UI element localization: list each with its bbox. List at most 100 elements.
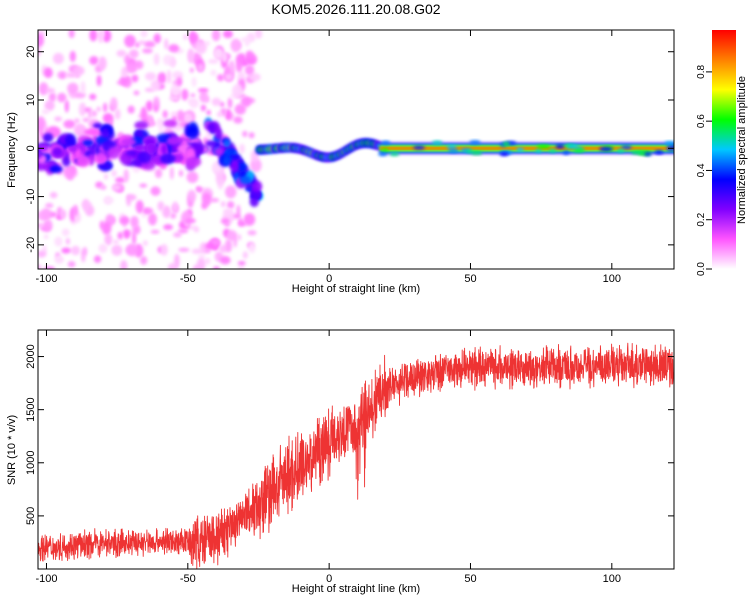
branch-blob <box>251 180 263 193</box>
colorbar-tick-label: 0.6 <box>696 114 707 128</box>
spectrogram-ytick-label: 20 <box>25 46 37 58</box>
band-blob <box>125 149 138 157</box>
tone-speckle <box>566 144 579 149</box>
band-blob <box>185 147 196 159</box>
band-blob <box>61 155 71 167</box>
noise-speckle <box>123 169 129 183</box>
noise-speckle <box>41 207 52 221</box>
noise-speckle <box>140 255 148 265</box>
noise-speckle <box>61 247 71 254</box>
colorbar-tick-label: 0.4 <box>696 163 707 177</box>
noise-speckle <box>198 253 206 260</box>
noise-speckle <box>168 95 180 102</box>
noise-speckle <box>227 97 233 109</box>
chart-title: KOM5.2026.111.20.08.G02 <box>271 1 440 17</box>
noise-speckle <box>216 111 223 118</box>
noise-speckle <box>240 37 252 43</box>
noise-speckle <box>250 158 262 173</box>
noise-speckle <box>116 49 127 57</box>
noise-speckle <box>201 192 212 206</box>
noise-speckle <box>103 197 114 204</box>
noise-speckle <box>139 183 148 188</box>
snr-ticks: -100 -50 0 50 100 500 1000 1500 2000 <box>25 330 674 585</box>
band-blob <box>166 136 183 146</box>
noise-speckle <box>72 204 79 216</box>
noise-speckle <box>117 231 124 240</box>
band-blob <box>84 128 100 136</box>
noise-speckle <box>120 260 128 269</box>
noise-speckle <box>98 243 108 254</box>
noise-speckle <box>60 209 67 220</box>
noise-speckle <box>72 66 85 76</box>
colorbar-bar <box>712 30 736 269</box>
noise-speckle <box>170 212 177 219</box>
tone-speckle <box>469 140 481 145</box>
spectrogram-xlabel: Height of straight line (km) <box>292 283 420 295</box>
noise-speckle <box>164 38 169 50</box>
noise-speckle <box>65 72 77 78</box>
noise-speckle <box>196 257 206 269</box>
noise-speckle <box>239 143 245 154</box>
noise-speckle <box>181 88 189 101</box>
branch-blob <box>223 139 230 148</box>
band-blob <box>38 143 49 152</box>
noise-speckle <box>82 117 90 123</box>
branch-blob <box>229 153 241 161</box>
noise-speckle <box>145 100 153 112</box>
noise-speckle <box>58 71 67 79</box>
noise-speckle <box>41 109 50 115</box>
noise-speckle <box>190 93 196 98</box>
noise-speckle <box>211 161 223 174</box>
noise-speckle <box>75 124 87 136</box>
noise-speckle <box>144 72 157 81</box>
band-blob <box>133 144 149 152</box>
band-blob <box>120 138 136 147</box>
noise-speckle <box>98 56 107 71</box>
tone-speckle <box>389 152 400 157</box>
noise-speckle <box>141 212 147 218</box>
noise-speckle <box>178 169 184 177</box>
branch-blob <box>207 123 215 131</box>
noise-speckle <box>223 208 234 215</box>
spectrogram-xtick-label: -50 <box>180 273 196 285</box>
noise-speckle <box>148 212 158 226</box>
colorbar: 0.0 0.2 0.4 0.6 0.8 Normalized spectral ampl… <box>696 30 748 276</box>
noise-speckle <box>186 171 199 184</box>
noise-speckle <box>124 34 136 48</box>
noise-speckle <box>220 201 226 208</box>
noise-speckle <box>127 105 135 114</box>
band-blob <box>52 147 63 157</box>
noise-speckle <box>109 97 118 112</box>
noise-speckle <box>130 215 139 228</box>
noise-speckle <box>189 67 194 73</box>
noise-speckle <box>101 221 112 235</box>
noise-speckle <box>80 81 86 95</box>
noise-speckle <box>187 189 197 202</box>
noise-speckle <box>162 110 168 119</box>
noise-speckle <box>43 234 49 240</box>
spectrogram-xtick-label: 50 <box>464 273 476 285</box>
colorbar-tick-label: 0.0 <box>696 262 707 276</box>
noise-speckle <box>178 247 190 253</box>
branch-blob <box>251 190 260 198</box>
noise-speckle <box>220 218 230 225</box>
noise-speckle <box>228 60 236 75</box>
noise-speckle <box>115 177 126 183</box>
noise-speckle <box>193 226 200 233</box>
noise-speckle <box>67 261 76 268</box>
noise-speckle <box>119 75 129 86</box>
noise-speckle <box>174 253 180 268</box>
noise-speckle <box>104 233 113 246</box>
noise-speckle <box>191 248 203 255</box>
noise-speckle <box>138 40 146 46</box>
noise-speckle <box>144 40 156 48</box>
snr-frame <box>37 329 675 570</box>
noise-speckle <box>38 134 42 145</box>
noise-speckle <box>160 243 168 256</box>
noise-speckle <box>114 108 121 120</box>
band-blob <box>101 127 110 139</box>
tone-speckle <box>562 150 570 155</box>
noise-speckle <box>147 114 154 127</box>
snr-xtick-label: -100 <box>35 573 57 585</box>
